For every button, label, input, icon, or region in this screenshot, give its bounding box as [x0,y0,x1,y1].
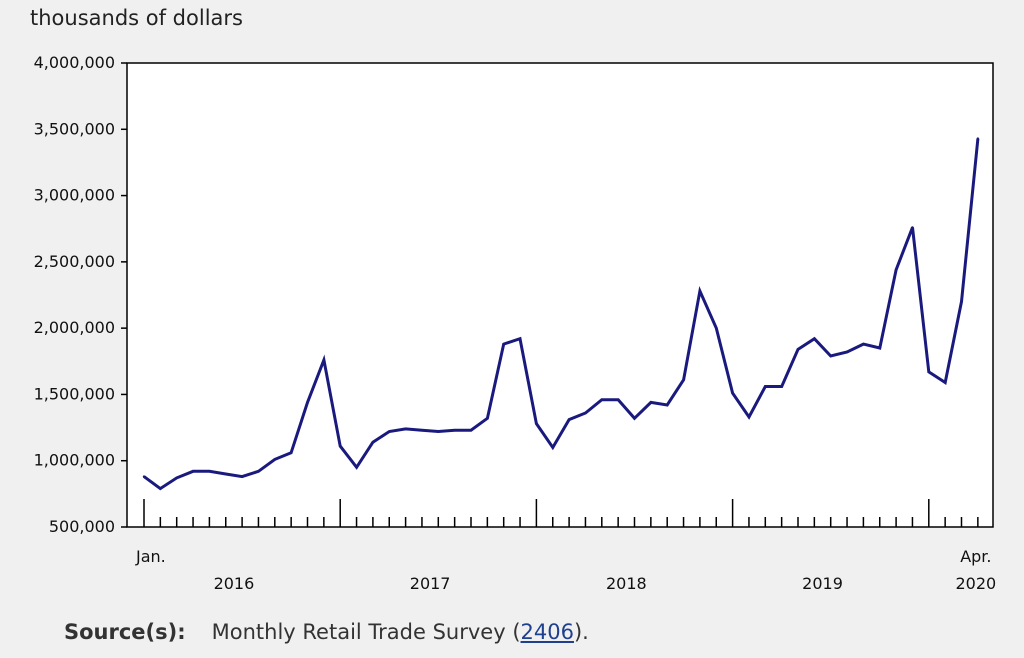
plot-area [126,62,994,528]
data-point [322,358,326,362]
data-point [306,401,309,404]
data-point [813,337,816,340]
data-point [289,451,293,454]
data-point [273,458,276,461]
source-text: Monthly Retail Trade Survey ( [211,620,521,644]
data-point [159,487,162,490]
x-year-label: 2018 [606,574,647,593]
data-point [747,415,751,419]
data-point [486,417,489,420]
data-point [371,440,375,444]
data-point [240,475,244,478]
data-point [616,398,620,401]
y-tick-label: 2,000,000 [34,318,115,337]
data-point [437,430,440,433]
y-tick-label: 4,000,000 [34,53,115,72]
data-point [682,378,685,382]
y-tick-label: 500,000 [49,517,115,536]
y-tick-label: 1,500,000 [34,384,115,403]
source-link[interactable]: 2406 [520,620,574,644]
data-point [420,429,424,432]
data-point [600,398,603,401]
data-point [796,348,800,351]
x-year-label: 2017 [410,574,451,593]
data-point [175,476,178,480]
data-point [666,403,669,407]
data-point [960,300,963,303]
data-point [567,418,571,421]
data-point [191,470,195,473]
data-point [208,470,211,473]
source-end: ). [573,620,589,644]
data-point [469,429,473,432]
y-tick-label: 3,500,000 [34,119,115,138]
y-axis-title: thousands of dollars [30,6,243,30]
data-point [502,342,505,346]
data-point [355,466,358,469]
source-label: Source(s): [64,620,186,644]
data-point [764,385,767,388]
x-year-label: 2020 [955,574,996,593]
data-point [404,427,407,431]
series-line [143,138,980,491]
data-point [551,446,554,449]
x-year-label: 2016 [214,574,255,593]
data-point [829,354,832,358]
data-point [943,381,947,384]
x-start-label: Jan. [135,547,166,566]
source-note: Source(s): Monthly Retail Trade Survey (2… [64,620,589,644]
data-point [339,444,342,448]
data-point [780,385,783,388]
y-tick-label: 1,000,000 [34,451,115,470]
data-point [142,475,146,478]
y-tick-label: 2,500,000 [34,252,115,271]
data-point [453,429,456,432]
data-point [715,326,718,330]
data-point [845,350,849,354]
data-point [518,337,522,340]
data-point [731,391,734,395]
x-year-label: 2019 [802,574,843,593]
data-point [698,289,702,293]
data-point [878,346,881,350]
data-point [862,342,865,346]
x-end-label: Apr. [960,547,991,566]
data-point [224,472,227,476]
data-point [257,470,260,473]
data-point [894,268,898,272]
data-point [535,422,538,425]
data-point [388,430,391,433]
data-point [649,401,653,404]
data-point [911,226,914,229]
data-point [633,417,636,420]
data-point [927,370,930,374]
data-point [976,137,980,140]
line-chart: 500,000 1,000,000 1,500,000 2,000,000 2,500,… [34,53,997,593]
y-tick-label: 3,000,000 [34,186,115,205]
data-point [584,411,587,415]
